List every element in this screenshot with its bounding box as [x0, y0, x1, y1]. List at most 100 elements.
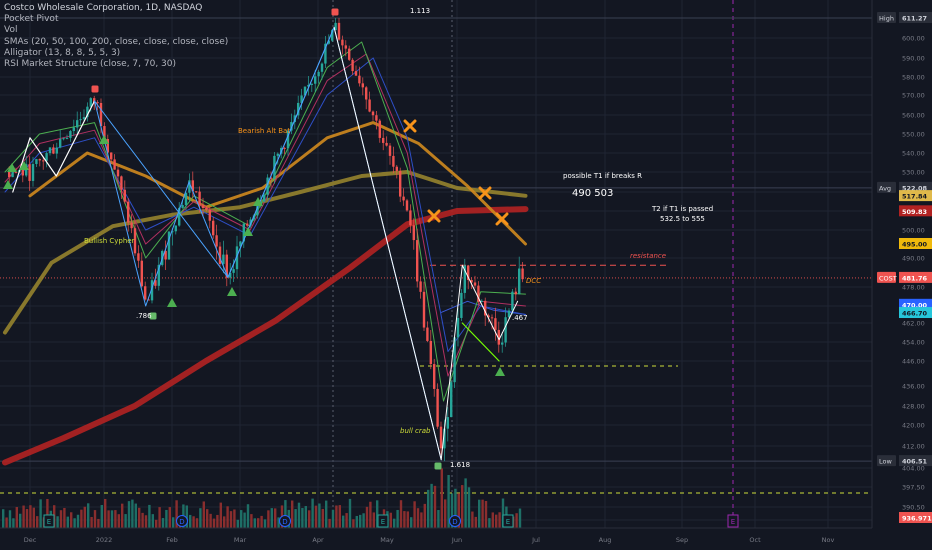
volume-bar: [138, 507, 141, 528]
candle-body: [8, 172, 11, 178]
candle-body: [395, 166, 398, 171]
candle-body: [127, 201, 130, 223]
price-badge: 936.971K: [902, 515, 932, 523]
sma-cross-marker: [427, 209, 441, 223]
badge-label-bg: [877, 181, 896, 193]
volume-bar: [355, 515, 358, 528]
legend-alligator[interactable]: Alligator (13, 8, 8, 5, 5, 3): [4, 47, 121, 58]
volume-bar: [257, 518, 260, 528]
candle-body: [249, 219, 252, 226]
candle-body: [113, 159, 116, 170]
candle-body: [174, 225, 177, 232]
candle-body: [361, 83, 364, 88]
candle-body: [178, 207, 181, 226]
volume-bar: [209, 513, 212, 528]
legend-smas[interactable]: SMAs (20, 50, 100, 200, close, close, cl…: [4, 36, 229, 47]
volume-bar: [488, 518, 491, 528]
candle-body: [467, 265, 470, 280]
pocket-pivot-arrow: [19, 161, 29, 170]
volume-bar: [454, 488, 457, 528]
swing-high-marker: [331, 8, 339, 16]
volume-bar: [447, 474, 450, 528]
dividend-marker-label: D: [282, 518, 287, 526]
candle-body: [198, 191, 201, 206]
dividend-marker-label: D: [452, 518, 457, 526]
candle-body: [375, 115, 378, 121]
possible-t1-label: possible T1 if breaks R: [563, 172, 642, 180]
volume-bar: [100, 505, 103, 528]
candle-body: [433, 364, 436, 389]
candle-body: [477, 285, 480, 302]
volume-bar: [161, 518, 165, 528]
price-badge-bg: [899, 512, 932, 523]
candle-body: [235, 246, 239, 270]
volume-bar: [277, 517, 280, 528]
earnings-marker-label: E: [47, 518, 51, 526]
volume-bar: [243, 512, 246, 528]
candle-body: [385, 142, 388, 146]
sma-50-line: [28, 121, 527, 246]
candle-body: [334, 22, 337, 31]
volume-bar: [263, 519, 267, 528]
earnings-marker: [377, 514, 389, 528]
pocket-pivot-arrow: [3, 180, 13, 189]
volume-bar: [331, 509, 335, 528]
volume-bar: [148, 504, 151, 528]
volume-bar: [491, 512, 494, 528]
earnings-marker-label: E: [731, 518, 735, 526]
candle-body: [76, 120, 79, 128]
legend-rsi-structure[interactable]: RSI Market Structure (close, 7, 70, 30): [4, 59, 177, 70]
candle-body: [443, 428, 446, 449]
candle-body: [184, 192, 188, 206]
volume-bar: [240, 510, 243, 528]
candle-body: [59, 139, 62, 148]
candle-body: [55, 147, 58, 154]
bearish-alt-bat-label: Bearish Alt Bat: [238, 127, 290, 135]
candle-body: [422, 291, 426, 328]
price-badge: 522.08: [902, 184, 928, 192]
legend-vol[interactable]: Vol: [4, 25, 18, 36]
candle-body: [460, 292, 463, 318]
volume-bar: [464, 478, 467, 528]
legend-pocket-pivot[interactable]: Pocket Pivot: [4, 14, 59, 25]
candle-body: [82, 117, 86, 120]
candle-body: [429, 340, 432, 365]
volume-bar: [413, 501, 416, 528]
candle-body: [28, 164, 31, 181]
bull-crab-label: bull crab: [400, 427, 431, 435]
earnings-marker-label: E: [506, 518, 510, 526]
volume-bar: [107, 510, 110, 528]
candle-body: [446, 417, 449, 429]
candle-body: [195, 191, 198, 193]
candle-body: [368, 99, 371, 112]
t2-label-line2: 532.5 to 555: [660, 215, 705, 223]
candle-body: [501, 342, 504, 345]
candle-body: [89, 98, 92, 107]
candle-body: [181, 205, 184, 208]
legend-symbol[interactable]: Costco Wholesale Corporation, 1D, NASDAQ: [4, 3, 203, 13]
rsi-divergence-line: [461, 322, 500, 362]
candle-body: [344, 45, 347, 49]
candle-body: [208, 209, 211, 221]
candle-body: [341, 39, 344, 46]
candle-body: [14, 172, 18, 174]
volume-bar: [216, 514, 219, 528]
time-tick: Mar: [234, 536, 247, 544]
price-badge: 509.83: [902, 208, 927, 216]
pocket-pivot-arrow: [227, 287, 237, 296]
candle-body: [167, 231, 171, 260]
candle-body: [354, 71, 358, 76]
candle-body: [436, 388, 439, 427]
candle-body: [123, 189, 126, 202]
earnings-marker: [727, 514, 739, 528]
time-tick: Aug: [599, 536, 612, 544]
candle-body: [348, 48, 351, 60]
sma-cross-marker: [478, 186, 492, 200]
volume-bar: [338, 505, 341, 528]
volume-bar: [321, 508, 324, 528]
volume-bar: [223, 516, 226, 528]
candle-body: [147, 299, 150, 301]
badge-label-bg: [877, 271, 896, 283]
volume-bar: [124, 514, 127, 528]
